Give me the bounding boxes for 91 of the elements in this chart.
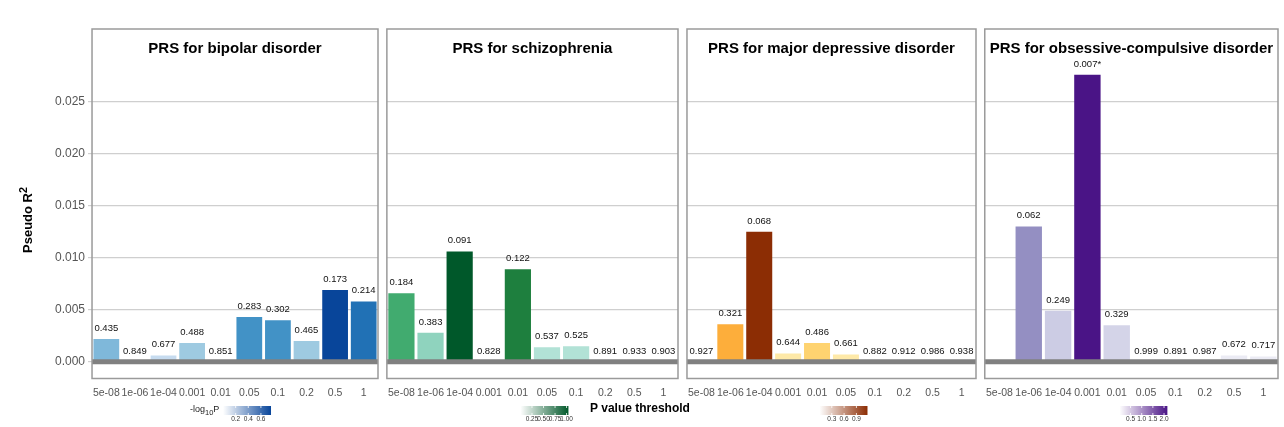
text: PRS for major depressive disorder bbox=[708, 39, 956, 57]
x-tick-label: 0.01 bbox=[507, 385, 529, 398]
x-tick-label: 5e-08 bbox=[388, 385, 416, 398]
x-tick-label: 1e-04 bbox=[745, 385, 773, 398]
x-tick-label: 0.5 bbox=[1226, 385, 1242, 398]
annotation: 0.068 bbox=[747, 214, 772, 226]
x-tick-label: 0.1 bbox=[867, 385, 883, 398]
x-tick-label: 1 bbox=[1260, 385, 1267, 398]
text: PRS for obsessive-compulsive disorder bbox=[989, 39, 1274, 57]
annotation: 0.173 bbox=[323, 272, 347, 284]
annotation: 0.927 bbox=[689, 344, 714, 356]
annotation: 0.644 bbox=[776, 336, 801, 348]
y-tick-label: 0.010 bbox=[55, 250, 86, 265]
annotation: 0.184 bbox=[389, 276, 414, 287]
annotation: 0.999 bbox=[1134, 344, 1158, 356]
x-tick-label: 0.1 bbox=[568, 385, 584, 398]
x-tick-label: 0.5 bbox=[627, 385, 642, 398]
x-tick-label: 0.2 bbox=[597, 385, 613, 398]
annotation: 0.249 bbox=[1046, 293, 1070, 305]
annotation: 0.661 bbox=[834, 337, 858, 349]
annotation: 0.903 bbox=[651, 344, 676, 356]
x-tick-label: 1 bbox=[360, 385, 367, 398]
x-tick-label: 0.5 bbox=[925, 385, 941, 398]
text: PRS for schizophrenia bbox=[452, 39, 614, 57]
annotation: 0.537 bbox=[535, 330, 559, 342]
x-tick-label: 5e-08 bbox=[92, 385, 120, 398]
y-tick-label: 0.015 bbox=[55, 198, 86, 213]
color-bar-title: -log$_{10}$P bbox=[190, 404, 220, 417]
annotation: 0.007* bbox=[1073, 57, 1102, 69]
annotation: 0.435 bbox=[94, 321, 119, 333]
annotation: 0.329 bbox=[1104, 308, 1129, 320]
x-tick-label: 0.2 bbox=[1197, 385, 1213, 398]
annotation: 0.302 bbox=[266, 303, 290, 315]
x-tick-label: 0.01 bbox=[806, 385, 828, 398]
x-tick-label: 1 bbox=[958, 385, 965, 398]
annotation: 0.849 bbox=[123, 344, 147, 356]
annotation: 0.525 bbox=[564, 329, 588, 341]
x-tick-label: 5e-08 bbox=[688, 385, 716, 398]
annotation: 0.214 bbox=[351, 284, 376, 296]
x-tick-label: 0.001 bbox=[774, 385, 802, 398]
x-tick-label: 1e-06 bbox=[716, 385, 744, 398]
annotation: 0.912 bbox=[891, 344, 916, 356]
annotation: 0.987 bbox=[1192, 344, 1217, 356]
x-tick-label: 1 bbox=[660, 385, 667, 398]
x-tick-label: 1e-04 bbox=[150, 385, 178, 398]
annotation: 0.717 bbox=[1251, 339, 1276, 351]
x-tick-label: 0.2 bbox=[896, 385, 912, 398]
x-tick-label: 1e-06 bbox=[1015, 385, 1043, 398]
x-tick-label: 1e-06 bbox=[417, 385, 445, 398]
annotation: 0.383 bbox=[418, 315, 443, 327]
x-tick-label: 0.001 bbox=[475, 385, 503, 398]
x-tick-label: 0.001 bbox=[178, 385, 206, 398]
x-tick-label: 0.1 bbox=[270, 385, 286, 398]
x-tick-label: 0.1 bbox=[1168, 385, 1183, 398]
x-tick-label: 0.05 bbox=[239, 385, 260, 398]
annotation: 0.283 bbox=[237, 299, 262, 311]
annotation: 0.091 bbox=[447, 234, 472, 246]
x-axis-title: P value threshold bbox=[590, 401, 690, 415]
annotation: 0.851 bbox=[208, 344, 233, 356]
x-tick-label: 1e-04 bbox=[446, 385, 474, 398]
x-tick-label: 0.001 bbox=[1074, 385, 1101, 398]
annotation: 0.122 bbox=[505, 252, 530, 264]
x-tick-label: 0.01 bbox=[1106, 385, 1128, 398]
annotation: 0.486 bbox=[805, 325, 829, 337]
annotation: 0.062 bbox=[1016, 209, 1041, 221]
annotation: 0.891 bbox=[593, 344, 618, 356]
text: PRS for bipolar disorder bbox=[148, 39, 322, 57]
x-tick-label: 5e-08 bbox=[986, 385, 1014, 398]
y-tick-label: 0.020 bbox=[55, 146, 86, 161]
x-tick-label: 0.05 bbox=[536, 385, 558, 398]
y-tick-label: 0.025 bbox=[55, 94, 86, 109]
annotation: 0.465 bbox=[294, 323, 319, 335]
y-tick-label: 0.000 bbox=[55, 354, 86, 369]
annotation: 0.677 bbox=[151, 338, 176, 350]
x-tick-label: 0.01 bbox=[210, 385, 232, 398]
x-tick-label: 0.05 bbox=[1135, 385, 1157, 398]
x-tick-label: 0.05 bbox=[835, 385, 857, 398]
annotation: 0.933 bbox=[622, 344, 647, 356]
annotation: 0.938 bbox=[949, 344, 974, 356]
annotation: 0.672 bbox=[1222, 338, 1246, 350]
annotation: 0.488 bbox=[180, 325, 205, 337]
x-tick-label: 1e-06 bbox=[121, 385, 149, 398]
x-tick-label: 0.5 bbox=[327, 385, 343, 398]
x-tick-label: 1e-04 bbox=[1044, 385, 1072, 398]
annotation: 0.882 bbox=[862, 344, 887, 356]
x-tick-label: 0.2 bbox=[299, 385, 314, 398]
annotation: 0.891 bbox=[1163, 344, 1188, 356]
y-tick-label: 0.005 bbox=[55, 302, 86, 317]
annotation: 0.828 bbox=[476, 344, 501, 356]
annotation: 0.321 bbox=[718, 307, 743, 319]
annotation: 0.986 bbox=[920, 344, 945, 356]
